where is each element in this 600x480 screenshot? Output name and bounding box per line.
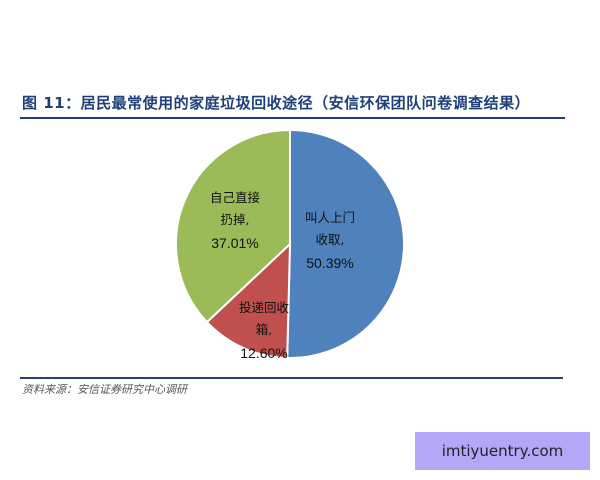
slice-value-label: 12.60% (240, 345, 287, 361)
pie-slice (205, 241, 292, 359)
slice-value-label: 50.39% (306, 255, 353, 271)
source-divider (20, 377, 563, 379)
pie-slice (286, 128, 405, 359)
chart-title: 图 11：居民最常使用的家庭垃圾回收途径（安信环保团队问卷调查结果） (22, 94, 531, 112)
watermark: imtiyuentry.com (415, 432, 590, 470)
source-note: 资料来源：安信证券研究中心调研 (22, 383, 187, 396)
title-divider (20, 117, 565, 119)
slice-label: 自己直接 (210, 190, 261, 205)
slice-label: 叫人上门 (305, 210, 355, 225)
slice-label: 投递回收 (239, 300, 290, 315)
slice-label: 扔掉, (221, 212, 250, 227)
pie-slice (175, 128, 291, 324)
slice-value-label: 37.01% (211, 235, 258, 251)
slice-label: 箱, (256, 322, 272, 337)
slice-label: 收取, (316, 232, 345, 247)
